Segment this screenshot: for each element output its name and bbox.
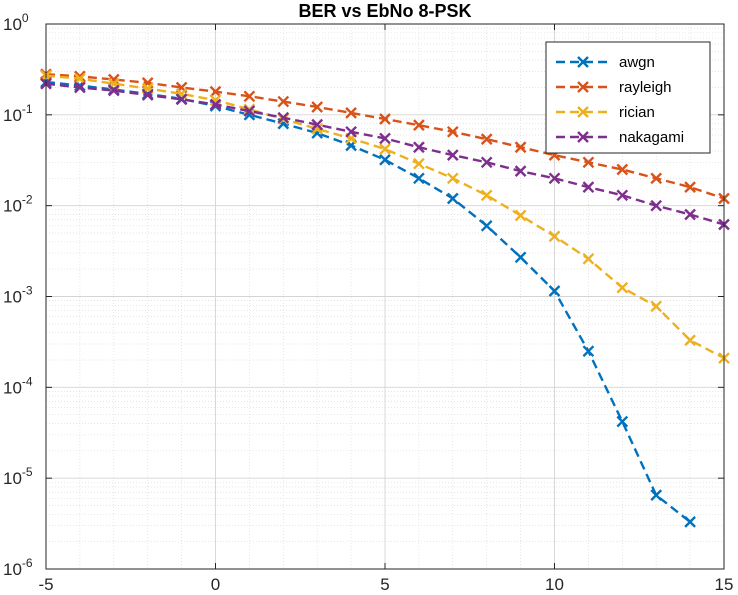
legend-label: awgn — [619, 54, 655, 71]
data-point-nakagami — [141, 89, 154, 101]
data-point-nakagami — [74, 81, 86, 94]
data-point-rayleigh — [413, 119, 425, 131]
data-point-rayleigh — [650, 172, 663, 185]
tick-marks — [45, 23, 725, 570]
data-point-rayleigh — [311, 101, 324, 113]
data-point-nakagami — [650, 199, 663, 212]
data-point-nakagami — [107, 84, 120, 97]
data-point-rician — [446, 172, 459, 185]
data-point-awgn — [480, 219, 493, 232]
data-point-nakagami — [345, 125, 357, 138]
data-point-rayleigh — [209, 85, 222, 98]
x-tick-label: -5 — [38, 575, 53, 594]
data-point-rayleigh — [684, 181, 696, 193]
data-point-rician — [74, 72, 86, 85]
legend-marker — [577, 106, 589, 118]
data-point-rician — [480, 189, 493, 202]
data-point-nakagami — [311, 118, 324, 131]
data-point-rician — [548, 230, 561, 243]
data-point-rayleigh — [582, 156, 595, 169]
legend-label: nakagami — [619, 129, 684, 146]
legend-marker — [577, 81, 589, 93]
data-point-rayleigh — [277, 95, 290, 108]
legend-marker — [577, 56, 589, 68]
data-point-rician — [684, 334, 696, 347]
y-tick-label: 10-1 — [3, 102, 33, 125]
y-tick-label: 10-4 — [3, 374, 33, 397]
x-tick-label: 0 — [211, 575, 220, 594]
data-point-rician — [311, 123, 324, 135]
data-point-rayleigh — [345, 107, 357, 119]
y-tick-labels: 10-6 10-5 10-4 10-3 10-2 10-1 100 — [3, 11, 33, 579]
data-point-rician — [650, 300, 663, 313]
data-point-awgn — [446, 192, 459, 205]
data-point-awgn — [616, 415, 629, 428]
series-line-awgn — [45, 80, 691, 523]
data-point-nakagami — [582, 181, 595, 193]
data-point-nakagami — [616, 189, 629, 202]
y-tick-label: 10-6 — [3, 556, 33, 579]
legend-label: rayleigh — [619, 79, 672, 96]
legend-item-awgn: awgn — [556, 54, 655, 71]
data-point-rician — [413, 157, 425, 170]
data-point-nakagami — [175, 93, 188, 106]
data-point-rayleigh — [243, 90, 256, 103]
data-point-rayleigh — [480, 133, 493, 145]
data-point-nakagami — [548, 172, 561, 185]
y-tick-label: 100 — [3, 11, 29, 34]
data-point-awgn — [684, 516, 696, 528]
y-tick-label: 10-5 — [3, 465, 33, 488]
y-tick-label: 10-3 — [3, 284, 33, 307]
x-tick-label: 5 — [380, 575, 389, 594]
data-point-rician — [514, 209, 527, 222]
data-point-nakagami — [413, 141, 425, 154]
data-point-awgn — [413, 172, 425, 185]
x-tick-label: 15 — [715, 575, 734, 594]
data-point-rician — [582, 252, 595, 265]
legend-label: rician — [619, 104, 655, 121]
data-point-nakagami — [480, 156, 493, 169]
legend-marker — [577, 131, 589, 143]
data-point-nakagami — [277, 111, 290, 124]
data-point-awgn — [650, 489, 663, 502]
data-point-nakagami — [514, 165, 527, 177]
data-point-rayleigh — [446, 125, 459, 138]
legend-item-rician: rician — [556, 104, 655, 121]
data-point-rician — [243, 103, 256, 116]
data-point-nakagami — [446, 149, 459, 161]
data-point-rician — [616, 281, 629, 294]
legend-box — [545, 41, 711, 154]
data-point-awgn — [582, 345, 595, 358]
data-point-rician — [379, 143, 391, 155]
data-point-awgn — [548, 285, 561, 297]
data-point-rician — [209, 94, 222, 107]
data-point-awgn — [379, 153, 391, 166]
series-line-rician — [45, 74, 725, 360]
data-point-nakagami — [209, 98, 222, 111]
legend-item-nakagami: nakagami — [556, 129, 684, 146]
legend: awgn rayleigh rician nakagami — [545, 41, 711, 154]
data-point-rayleigh — [74, 70, 86, 83]
data-point-nakagami — [243, 105, 256, 117]
chart-title: BER vs EbNo 8-PSK — [298, 1, 471, 21]
data-point-nakagami — [379, 132, 391, 145]
data-point-rayleigh — [616, 163, 629, 176]
data-point-rayleigh — [514, 141, 527, 154]
x-tick-labels: -5 0 5 10 15 — [38, 575, 733, 594]
x-tick-label: 10 — [545, 575, 564, 594]
data-point-nakagami — [684, 208, 696, 221]
data-point-rayleigh — [379, 113, 391, 125]
data-point-awgn — [514, 251, 527, 264]
legend-item-rayleigh: rayleigh — [556, 79, 672, 96]
y-tick-label: 10-2 — [3, 193, 33, 216]
